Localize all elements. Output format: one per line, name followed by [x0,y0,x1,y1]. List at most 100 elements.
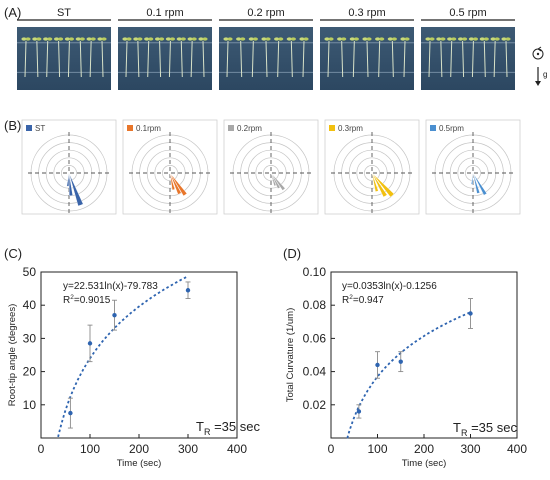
x-tick-label: 200 [129,442,149,456]
panel-d-r-squared: R2=0.947 [342,294,384,306]
panel-a-plates: ST 0.1 rpm 0.2 rpm 0.3 rpm 0.5 rpm [17,7,515,90]
legend-label: 0.3rpm [338,124,363,133]
rose-petal [371,172,379,192]
seedling [425,37,435,78]
rose-petal [66,172,70,187]
plate-5: 0.5 rpm [421,7,515,90]
y-tick-label: 0.08 [303,298,327,312]
y-tick-label: 0.02 [303,398,327,412]
y-tick-label: 0.04 [303,365,327,379]
rose-petal [470,172,474,185]
rose-petal [270,172,281,189]
seedling [299,37,309,78]
rotation-gravity-indicator: g [532,46,547,86]
legend-swatch [329,125,335,131]
x-tick-label: 100 [367,442,387,456]
condition-label: 0.3 rpm [348,7,385,19]
rose-plot-3: 0.2rpm [223,119,319,215]
panel-d-equation: y=0.0353ln(x)-0.1256 [342,281,437,292]
seedling [165,37,176,78]
panel-c-x-ticks: 0 100 200 300 400 [38,434,247,456]
legend-label: 0.2rpm [237,124,262,133]
seedling [400,37,410,78]
plate-1: ST [17,7,111,90]
x-tick-label: 400 [507,442,527,456]
seedling [64,37,75,78]
y-tick-label: 0.10 [303,265,327,279]
point-marker [356,409,362,414]
seedling [375,37,385,78]
seedling [236,37,246,78]
seedling [176,37,186,78]
plate-photo [17,27,111,90]
seedling [144,37,154,78]
legend-swatch [26,125,32,131]
data-point [468,298,473,329]
panel-b-rose-plots: ST 0.1rpm 0.2rpm 0.3rpm 0.5rpm [21,119,521,215]
y-tick-label: 10 [23,398,37,412]
data-point [67,397,73,429]
y-tick-label: 40 [23,298,37,312]
panel-c-equation: y=22.531ln(x)-79.783 [63,281,158,292]
y-tick-label: 20 [23,365,37,379]
seedling [436,37,446,78]
panel-d-points [356,298,473,419]
seedling [154,37,165,78]
plate-4: 0.3 rpm [320,7,414,90]
plate-3: 0.2 rpm [219,7,313,90]
panel-c-points [67,281,191,429]
rose-plot-4: 0.3rpm [324,119,420,215]
seedling [53,37,64,78]
x-tick-label: 300 [178,442,198,456]
panel-d-label: (D) [283,246,301,261]
x-tick-label: 100 [80,442,100,456]
panel-a-label: (A) [4,5,21,20]
rose-petal [371,172,388,198]
rose-petal [270,172,286,191]
x-tick-label: 300 [460,442,480,456]
point-marker [398,359,403,364]
data-point [87,324,93,363]
point-marker [87,341,93,346]
panel-c-rotation-period: TR =35 sec [196,419,260,437]
data-point [112,299,117,331]
y-tick-label: 30 [23,331,37,345]
panel-d-chart: 0.02 0.04 0.06 0.08 0.10 0 100 200 300 400 Total… [285,265,527,469]
seedling [468,37,479,78]
panel-d-x-ticks: 0 100 200 300 400 [328,434,527,456]
panel-c-r-squared: R2=0.9015 [63,294,111,306]
seedling [349,37,359,78]
seedling [75,37,85,78]
rose-plot-5: 0.5rpm [425,119,521,215]
x-tick-label: 200 [414,442,434,456]
rose-petal [169,172,188,197]
condition-label: 0.5 rpm [449,7,486,19]
panel-d-x-axis-title: Time (sec) [402,458,447,469]
rose-petal [68,172,73,197]
seedling [133,37,143,78]
condition-label: 0.2 rpm [247,7,284,19]
data-point [356,404,362,419]
seedling [21,37,31,78]
seedling [501,37,511,78]
seedling [490,37,500,78]
rose-petal [472,172,488,196]
legend-swatch [430,125,436,131]
rose-petal [169,172,182,195]
rose-plot-2: 0.1rpm [122,119,218,215]
panel-c-chart: 10 20 30 40 50 0 100 200 300 400 Root-tip angle … [7,265,260,469]
seedling [479,37,489,78]
panel-b-label: (B) [4,118,21,133]
seedling [261,37,271,78]
legend-label: ST [35,124,45,133]
panel-d-y-ticks: 0.02 0.04 0.06 0.08 0.10 [303,265,335,412]
plate-photo [421,27,515,90]
panel-c-x-axis-title: Time (sec) [117,458,162,469]
x-tick-label: 0 [328,442,335,456]
polar-ring [162,165,178,181]
data-point [375,351,380,379]
rose-petal [270,172,277,187]
y-tick-label: 50 [23,265,37,279]
rose-petal [472,172,481,194]
